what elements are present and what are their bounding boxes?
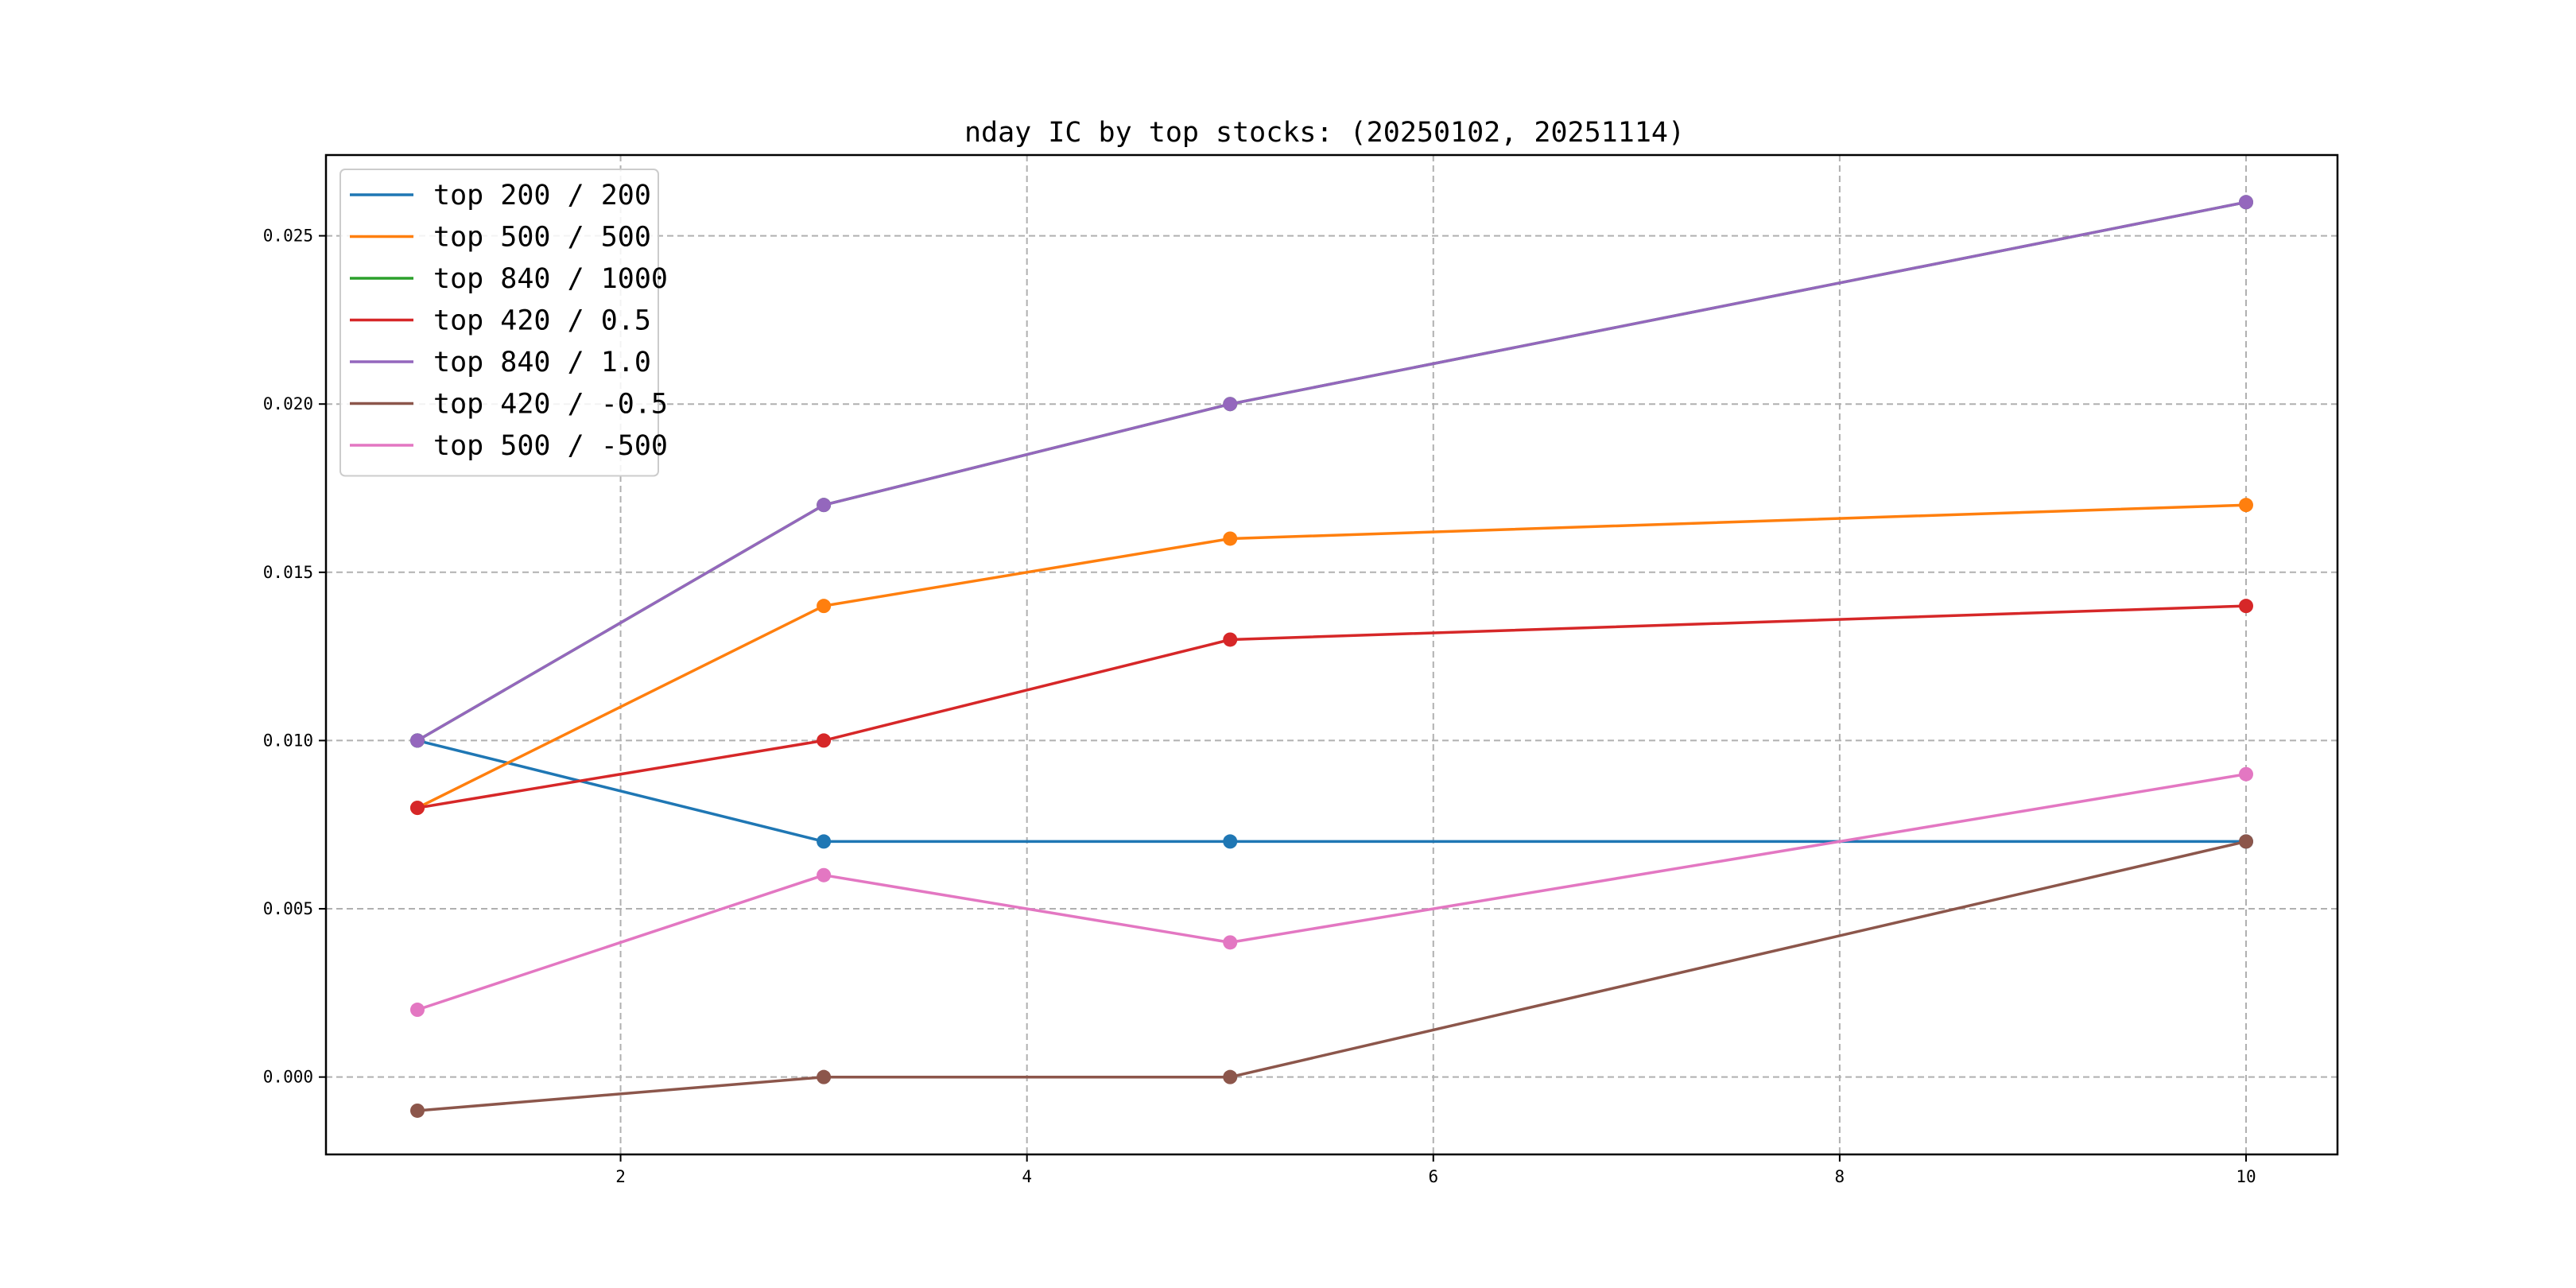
data-point: [817, 733, 832, 748]
grid: [326, 155, 2337, 1154]
data-point: [1223, 531, 1238, 546]
x-tick-label: 8: [1835, 1167, 1845, 1186]
series-group: [410, 834, 2253, 1118]
legend-entry: top 500 / -500: [433, 430, 668, 462]
y-tick-label: 0.015: [263, 563, 313, 582]
legend-entry: top 420 / -0.5: [433, 389, 668, 421]
data-point: [2239, 599, 2253, 614]
data-point: [817, 1069, 832, 1084]
legend-box: [339, 169, 659, 477]
legend-entry: top 500 / 500: [433, 222, 651, 254]
y-tick-label: 0.005: [263, 899, 313, 918]
legend-entry: top 840 / 1.0: [433, 347, 651, 378]
data-point: [817, 599, 832, 614]
series-line: [417, 200, 2247, 742]
data-point: [1223, 632, 1238, 647]
data-point: [2239, 498, 2253, 513]
x-tick-label: 4: [1022, 1167, 1032, 1186]
series-group: [410, 195, 2253, 748]
data-point: [410, 1003, 425, 1018]
x-tick-label: 2: [615, 1167, 626, 1186]
y-tick-label: 0.020: [263, 394, 313, 413]
legend-entry: top 420 / 0.5: [433, 305, 651, 337]
plot-area-frame: [324, 153, 2339, 1156]
series-group: [410, 195, 2253, 748]
data-point: [1223, 397, 1238, 412]
x-tick-label: 10: [2236, 1167, 2256, 1186]
data-point: [817, 867, 832, 883]
y-tick-label: 0.025: [263, 227, 313, 246]
data-point: [817, 834, 832, 849]
data-point: [817, 498, 832, 513]
legend-entry: top 840 / 1000: [433, 263, 668, 295]
series-line: [417, 503, 2247, 809]
legend-entry: top 200 / 200: [433, 180, 651, 211]
data-point: [1223, 1069, 1238, 1084]
series-line: [417, 840, 2247, 1112]
data-point: [410, 801, 425, 816]
y-axis-ticks: 0.000 0.005 0.010 0.015 0.020 0.025: [263, 227, 326, 1087]
legend: top 200 / 200 top 500 / 500 top 840 / 1000…: [339, 169, 668, 477]
series-lines: [410, 195, 2253, 1118]
x-tick-label: 6: [1428, 1167, 1438, 1186]
series-group: [410, 766, 2253, 1018]
chart-title: nday IC by top stocks: (20250102, 202511…: [964, 117, 1685, 149]
series-group: [410, 599, 2253, 816]
series-line: [417, 200, 2247, 742]
data-point: [1223, 935, 1238, 950]
series-group: [410, 498, 2253, 816]
data-point: [2239, 195, 2253, 210]
x-axis-ticks: 2 4 6 8 10: [615, 1154, 2256, 1186]
series-line: [417, 604, 2247, 809]
data-point: [2239, 834, 2253, 849]
data-point: [1223, 834, 1238, 849]
data-point: [410, 1103, 425, 1118]
y-tick-label: 0.000: [263, 1068, 313, 1087]
y-tick-label: 0.010: [263, 731, 313, 750]
data-point: [410, 733, 425, 748]
data-point: [2239, 766, 2253, 782]
series-line: [417, 739, 2246, 844]
series-line: [417, 772, 2247, 1011]
series-group: [410, 733, 2253, 849]
